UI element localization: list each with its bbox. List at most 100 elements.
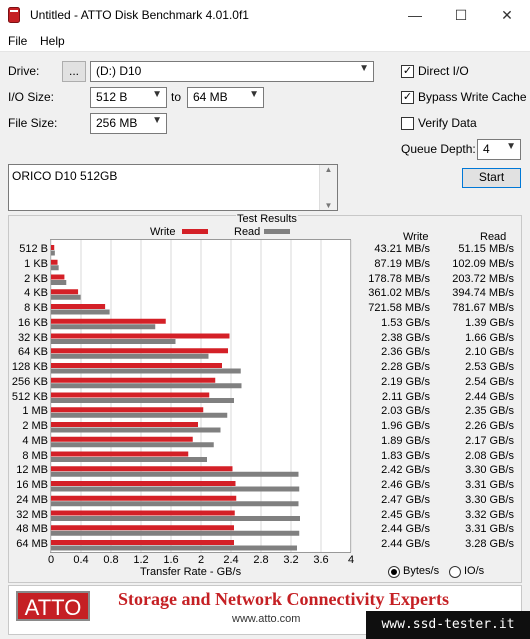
description-scrollbar[interactable]: ▲ ▼	[319, 165, 337, 210]
chevron-down-icon: ▼	[359, 63, 369, 74]
app-icon	[8, 7, 20, 23]
maximize-button[interactable]: ☐	[454, 7, 468, 23]
row-label: 2 KB	[24, 272, 48, 285]
chart-area	[50, 239, 351, 553]
read-value: 2.26 GB/s	[465, 420, 514, 432]
write-value: 2.47 GB/s	[381, 493, 430, 506]
bypass-write-cache-checkbox[interactable]: ✓	[401, 91, 414, 104]
queue-depth-label: Queue Depth:	[401, 142, 476, 156]
bytes-radio[interactable]	[388, 566, 400, 578]
tick-label: 3.2	[283, 554, 299, 566]
read-value: 1.66 GB/s	[465, 331, 514, 344]
file-size-select[interactable]: 256 MB ▼	[90, 113, 167, 134]
legend-read-label: Read	[234, 226, 261, 238]
write-value: 1.96 GB/s	[381, 420, 430, 432]
read-value: 1.39 GB/s	[465, 316, 514, 329]
write-value: 2.28 GB/s	[381, 361, 430, 373]
file-size-value: 256 MB	[96, 116, 138, 130]
row-label: 48 MB	[16, 523, 48, 536]
io-size-from-value: 512 B	[96, 90, 128, 104]
read-value: 3.30 GB/s	[465, 493, 514, 506]
write-value: 2.11 GB/s	[381, 390, 430, 403]
read-value: 2.08 GB/s	[465, 449, 514, 462]
row-label: 512 KB	[11, 390, 48, 403]
file-size-label: File Size:	[8, 116, 58, 130]
chevron-down-icon: ▼	[249, 89, 259, 100]
read-value: 3.28 GB/s	[465, 538, 514, 550]
scroll-up-icon: ▲	[324, 165, 333, 174]
write-value: 2.36 GB/s	[381, 346, 430, 359]
chevron-down-icon: ▼	[506, 141, 516, 152]
banner-url[interactable]: www.atto.com	[232, 613, 301, 625]
read-value: 2.17 GB/s	[465, 434, 514, 447]
drive-value: (D:) D10	[96, 64, 142, 78]
tick-label: 1.6	[163, 554, 179, 566]
direct-io-checkbox[interactable]: ✓	[401, 65, 414, 78]
read-value: 2.53 GB/s	[465, 361, 514, 373]
row-label: 32 MB	[16, 508, 48, 521]
write-value: 361.02 MB/s	[368, 287, 430, 300]
description-textarea[interactable]: ORICO D10 512GB	[8, 164, 338, 211]
read-value: 2.44 GB/s	[465, 390, 514, 403]
row-label: 64 MB	[16, 538, 48, 550]
write-value: 2.42 GB/s	[381, 464, 430, 477]
write-value: 2.38 GB/s	[381, 331, 430, 344]
queue-depth-select[interactable]: 4 ▼	[477, 139, 521, 160]
scroll-down-icon: ▼	[324, 201, 333, 210]
atto-logo: ATTO	[16, 591, 90, 621]
read-value: 2.10 GB/s	[465, 346, 514, 359]
io-size-label: I/O Size:	[8, 90, 55, 104]
tick-label: 4	[347, 554, 355, 566]
row-label: 8 KB	[24, 302, 48, 314]
io-size-to-value: 64 MB	[193, 90, 228, 104]
menu-help[interactable]: Help	[40, 34, 65, 48]
verify-data-label: Verify Data	[418, 116, 477, 130]
chevron-down-icon: ▼	[152, 89, 162, 100]
tick-label: 0.4	[73, 554, 89, 566]
io-radio[interactable]	[449, 566, 461, 578]
row-label: 16 KB	[18, 316, 48, 329]
direct-io-label: Direct I/O	[418, 64, 469, 78]
chevron-down-icon: ▼	[152, 115, 162, 126]
row-label: 256 KB	[11, 375, 48, 388]
tick-label: 1.2	[133, 554, 149, 566]
row-label: 12 MB	[16, 464, 48, 477]
title-bar	[0, 0, 530, 30]
row-label: 2 MB	[22, 420, 48, 432]
read-value: 394.74 MB/s	[452, 287, 514, 300]
write-value: 87.19 MB/s	[374, 257, 430, 270]
read-value: 2.35 GB/s	[465, 405, 514, 418]
drive-label: Drive:	[8, 64, 40, 78]
row-label: 4 KB	[24, 287, 48, 300]
read-value: 51.15 MB/s	[458, 243, 514, 255]
io-size-to-label: to	[171, 90, 182, 104]
read-value: 3.30 GB/s	[465, 464, 514, 477]
menu-file[interactable]: File	[8, 34, 28, 48]
write-value: 2.19 GB/s	[381, 375, 430, 388]
write-value: 2.45 GB/s	[381, 508, 430, 521]
minimize-button[interactable]: —	[408, 7, 422, 23]
browse-button[interactable]: ...	[62, 61, 86, 82]
row-label: 32 KB	[18, 331, 48, 344]
io-size-to-select[interactable]: 64 MB ▼	[187, 87, 264, 108]
watermark: www.ssd-tester.it	[366, 611, 530, 639]
row-label: 512 B	[19, 243, 48, 255]
x-axis-label: Transfer Rate - GB/s	[140, 566, 242, 578]
read-value: 781.67 MB/s	[452, 302, 514, 314]
write-value: 178.78 MB/s	[368, 272, 430, 285]
drive-select[interactable]: (D:) D10 ▼	[90, 61, 374, 82]
write-value: 1.53 GB/s	[381, 316, 430, 329]
row-label: 16 MB	[16, 479, 48, 491]
tick-label: 2.8	[253, 554, 269, 566]
bytes-radio-label: Bytes/s	[403, 565, 440, 577]
verify-data-checkbox[interactable]	[401, 117, 414, 130]
legend-read-swatch	[264, 229, 290, 234]
io-size-from-select[interactable]: 512 B ▼	[90, 87, 167, 108]
write-value: 2.46 GB/s	[381, 479, 430, 491]
io-radio-label: IO/s	[464, 565, 485, 577]
write-value: 1.83 GB/s	[381, 449, 430, 462]
close-button[interactable]: ✕	[501, 7, 513, 23]
tick-label: 0.8	[103, 554, 119, 566]
tick-label: 2	[197, 554, 205, 566]
start-button[interactable]: Start	[462, 168, 521, 188]
